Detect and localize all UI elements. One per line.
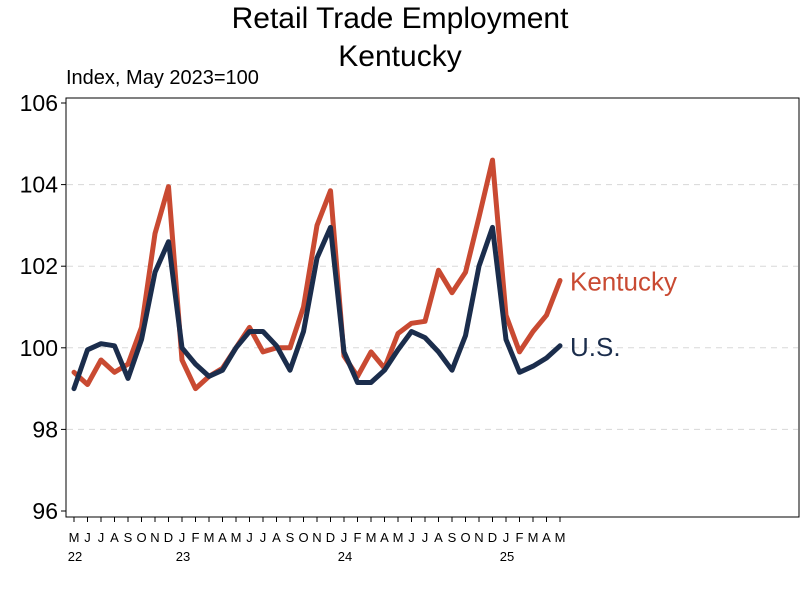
y-tick-label: 96 (32, 498, 58, 524)
x-tick-label: A (110, 530, 119, 545)
x-tick-label: A (434, 530, 443, 545)
plot-area (65, 97, 800, 518)
x-tick-label: J (503, 530, 510, 545)
x-tick-label: A (542, 530, 551, 545)
y-tick-label: 104 (20, 172, 59, 198)
series-lines (71, 157, 563, 392)
y-tick-label: 100 (20, 335, 58, 361)
x-tick-label: F (516, 530, 524, 545)
x-tick-label: D (488, 530, 497, 545)
y-axis-unit-label: Index, May 2023=100 (66, 67, 259, 89)
chart-title-line-2: Kentucky (338, 40, 462, 73)
y-tick-label: 102 (20, 253, 58, 279)
x-tick-label: S (286, 530, 295, 545)
y-tick-label: 98 (32, 416, 58, 442)
x-tick-label: F (354, 530, 362, 545)
x-tick-label: S (448, 530, 457, 545)
x-tick-label: N (474, 530, 483, 545)
x-tick-label: O (460, 530, 470, 545)
x-tick-label: M (69, 530, 80, 545)
x-tick-label: J (98, 530, 105, 545)
x-tick-label: S (124, 530, 133, 545)
x-tick-label: J (408, 530, 415, 545)
series-line-kentucky (71, 157, 563, 392)
x-tick-label: M (555, 530, 566, 545)
x-year-label: 24 (338, 549, 352, 564)
x-tick-label: A (272, 530, 281, 545)
x-tick-label: A (380, 530, 389, 545)
x-tick-label: M (231, 530, 242, 545)
y-axis: 96 98 100 102 104 106 (20, 90, 66, 524)
series-label-u-s: U.S. (570, 332, 621, 362)
x-tick-label: N (150, 530, 159, 545)
x-tick-label: N (312, 530, 321, 545)
y-tick-label: 106 (20, 90, 58, 116)
series-label-kentucky: Kentucky (570, 266, 677, 296)
x-tick-label: M (528, 530, 539, 545)
x-tick-label: J (246, 530, 253, 545)
x-tick-label: D (164, 530, 173, 545)
series-labels: Kentucky U.S. (570, 266, 677, 361)
x-year-label: 22 (68, 549, 82, 564)
x-tick-label: D (326, 530, 335, 545)
x-tick-label: J (179, 530, 186, 545)
x-tick-label: J (341, 530, 348, 545)
series-line-u-s (71, 224, 563, 392)
x-tick-label: O (298, 530, 308, 545)
x-tick-label: J (422, 530, 429, 545)
x-tick-label: F (192, 530, 200, 545)
x-tick-label: J (260, 530, 267, 545)
x-tick-label: O (136, 530, 146, 545)
x-tick-label: A (218, 530, 227, 545)
x-axis: M J J A S O N D J F M A M J J A S O N D J F M A M J J A S O N D J F M A M22 2… (68, 517, 566, 564)
x-tick-label: M (366, 530, 377, 545)
x-tick-label: M (204, 530, 215, 545)
chart-title-line-1: Retail Trade Employment (231, 2, 569, 35)
x-year-label: 23 (176, 549, 190, 564)
x-tick-label: J (84, 530, 91, 545)
x-tick-label: M (393, 530, 404, 545)
x-year-label: 25 (500, 549, 514, 564)
